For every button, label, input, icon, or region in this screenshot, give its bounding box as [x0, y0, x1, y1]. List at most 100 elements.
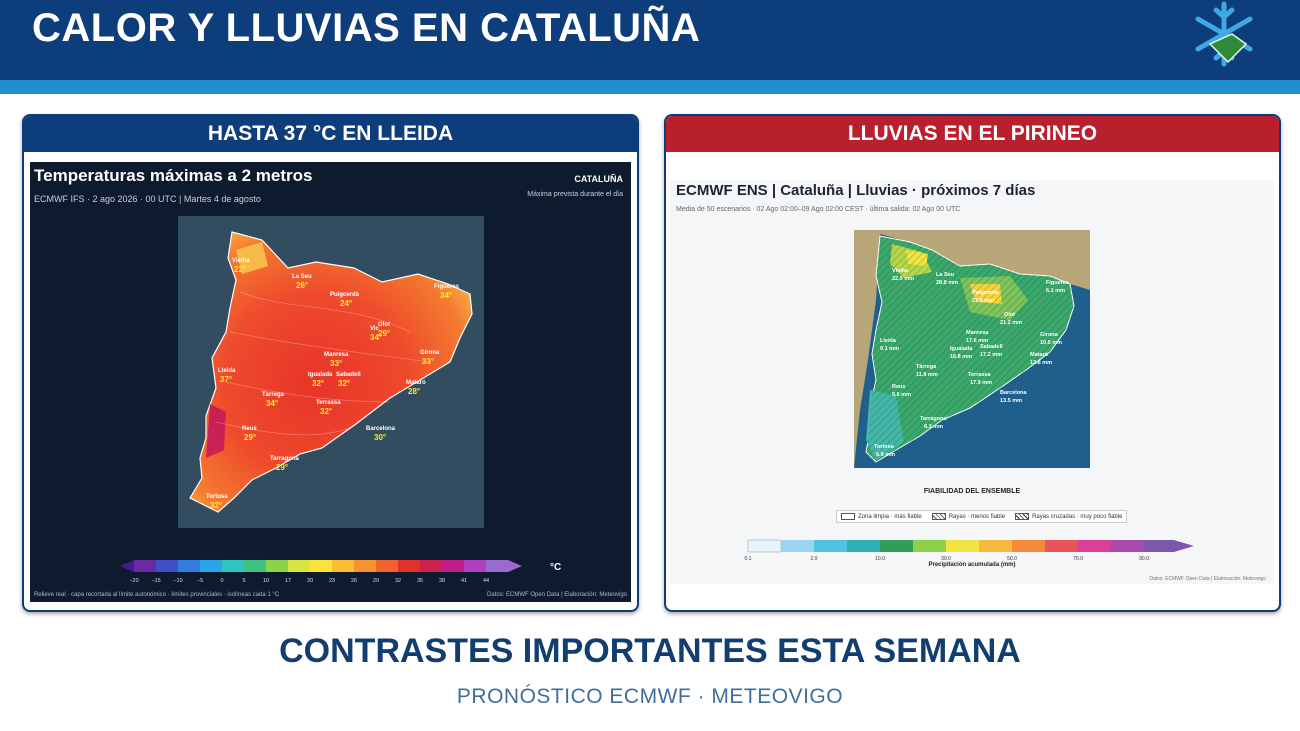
- catalonia-temperature-shape: [189, 231, 473, 513]
- city-label: Tàrrega: [262, 392, 285, 398]
- city-value: 22°: [234, 265, 246, 274]
- city-label: Mataró: [1030, 352, 1049, 358]
- city-label: Tortosa: [874, 444, 895, 450]
- city-value: 29°: [378, 329, 390, 338]
- city-label: Terrassa: [968, 372, 991, 378]
- city-value: 10.5 mm: [1040, 340, 1062, 346]
- city-label: Girona: [1040, 332, 1059, 338]
- city-label: Olot: [378, 322, 390, 328]
- city-value: 16.8 mm: [950, 354, 972, 360]
- city-value: 22.5 mm: [892, 276, 914, 282]
- city-value: 34°: [370, 333, 382, 342]
- city-value: 6.1 mm: [1046, 288, 1065, 294]
- city-label: La Seu: [936, 272, 954, 278]
- city-value: 17.6 mm: [966, 338, 988, 344]
- temperature-map-footer-right: Datos: ECMWF Open Data | Elaboración: Me…: [487, 592, 627, 598]
- snowflake-logo-icon: [1195, 1, 1253, 67]
- header-stripe: [0, 80, 1300, 94]
- legend-item-clean: Zona limpia · más fiable: [841, 513, 922, 520]
- city-label: Lleida: [218, 368, 236, 374]
- city-value: 26°: [296, 281, 308, 290]
- colorbar-tick: −5: [197, 578, 203, 584]
- city-label: Sabadell: [980, 344, 1003, 350]
- city-value: 17.9 mm: [970, 380, 992, 386]
- city-label: Girona: [420, 350, 440, 356]
- colorbar-tick: −10: [173, 578, 182, 584]
- city-label: Vic: [370, 326, 380, 332]
- city-value: 8.3 mm: [924, 424, 943, 430]
- city-label: Igualada: [950, 346, 973, 352]
- colorbar-tick: 41: [461, 578, 467, 584]
- temperature-colorbar: [120, 560, 522, 572]
- city-label: Figueres: [434, 284, 460, 290]
- city-value: 21.2 mm: [1000, 320, 1022, 326]
- rain-map-graphic: Vielha 22.5 mm La Seu 28.8 mm Puigcerdà …: [745, 230, 1194, 562]
- rain-map-subtitle: Media de 50 escenarios · 02 Ago 02:00–09…: [676, 206, 961, 213]
- city-value: 6.9 mm: [876, 452, 895, 458]
- city-value: 37°: [220, 375, 232, 384]
- colorbar-tick: 44: [483, 578, 489, 584]
- colorbar-tick: −20: [129, 578, 138, 584]
- city-value: 32°: [338, 379, 350, 388]
- colorbar-tick: 38: [439, 578, 445, 584]
- city-label: Lleida: [880, 338, 897, 344]
- city-label: Tortosa: [206, 494, 228, 500]
- city-value: 28°: [408, 387, 420, 396]
- city-value: 34°: [266, 399, 278, 408]
- rain-colorbar-label: Precipitación acumulada (mm): [928, 562, 1016, 568]
- colorbar-tick: 17: [285, 578, 291, 584]
- city-label: Barcelona: [1000, 390, 1028, 396]
- city-label: Vielha: [892, 268, 909, 274]
- temperature-panel-heading: HASTA 37 °C EN LLEIDA: [24, 116, 637, 152]
- rain-map: ECMWF ENS | Cataluña | Lluvias · próximo…: [670, 180, 1274, 584]
- city-value: 32°: [210, 501, 222, 510]
- colorbar-tick: 2.0: [811, 556, 818, 562]
- city-value: 33°: [330, 359, 342, 368]
- city-value: 28.8 mm: [936, 280, 958, 286]
- rain-panel-heading: LLUVIAS EN EL PIRINEO: [666, 116, 1279, 152]
- temperature-map-footer-left: Relieve real · capa recortada al límite …: [34, 592, 280, 598]
- city-value: 13.5 mm: [1000, 398, 1022, 404]
- colorbar-tick: −15: [151, 578, 160, 584]
- colorbar-tick: 0.1: [745, 556, 752, 562]
- city-label: Tarragona: [270, 456, 300, 462]
- city-value: 24°: [340, 299, 352, 308]
- city-value: 27.0 mm: [972, 298, 994, 304]
- city-value: 34°: [440, 291, 452, 300]
- city-value: 29°: [244, 433, 256, 442]
- city-value: 11.8 mm: [916, 372, 938, 378]
- rain-map-title: ECMWF ENS | Cataluña | Lluvias · próximo…: [676, 182, 1036, 199]
- colorbar-tick: 32: [395, 578, 401, 584]
- rain-map-footer: Datos: ECMWF Open Data | Elaboración: Me…: [1149, 576, 1266, 582]
- temperature-map: Temperaturas máximas a 2 metros ECMWF IF…: [30, 162, 631, 602]
- temperature-map-region: CATALUÑA: [574, 174, 623, 184]
- city-label: Manresa: [324, 352, 349, 358]
- temperature-map-graphic: Vielha 22° La Seu 26° Puigcerdà 24° Figu…: [120, 216, 522, 584]
- reliability-legend-title: FIABILIDAD DEL ENSEMBLE: [923, 488, 1021, 495]
- colorbar-tick: 70.0: [1073, 556, 1083, 562]
- colorbar-tick: 29: [373, 578, 379, 584]
- colorbar-tick: 90.0: [1139, 556, 1149, 562]
- temperature-map-note: Máxima prevista durante el día: [527, 191, 623, 198]
- rain-panel: LLUVIAS EN EL PIRINEO ECMWF ENS | Catalu…: [664, 114, 1281, 612]
- city-label: Vielha: [232, 258, 250, 264]
- colorbar-tick: 10: [263, 578, 269, 584]
- colorbar-tick: 0: [220, 578, 223, 584]
- city-value: 9.1 mm: [880, 346, 899, 352]
- colorbar-tick: 23: [329, 578, 335, 584]
- city-value: 33°: [422, 357, 434, 366]
- legend-item-stripes: Rayas · menos fiable: [931, 513, 1005, 520]
- legend-item-crossed: Rayas cruzadas · muy poco fiable: [1015, 513, 1122, 520]
- city-value: 30°: [374, 433, 386, 442]
- city-label: La Seu: [292, 274, 312, 280]
- city-value: 9.6 mm: [892, 392, 911, 398]
- temperature-map-subtitle: ECMWF IFS · 2 ago 2026 · 00 UTC | Martes…: [34, 194, 261, 204]
- city-label: Tarragona: [920, 416, 947, 422]
- city-label: Manresa: [966, 330, 989, 336]
- city-label: Sabadell: [336, 372, 361, 378]
- city-value: 29°: [276, 463, 288, 472]
- city-value: 32°: [312, 379, 324, 388]
- city-label: Olot: [1004, 312, 1015, 318]
- city-label: Reus: [892, 384, 905, 390]
- city-label: Barcelona: [366, 426, 396, 432]
